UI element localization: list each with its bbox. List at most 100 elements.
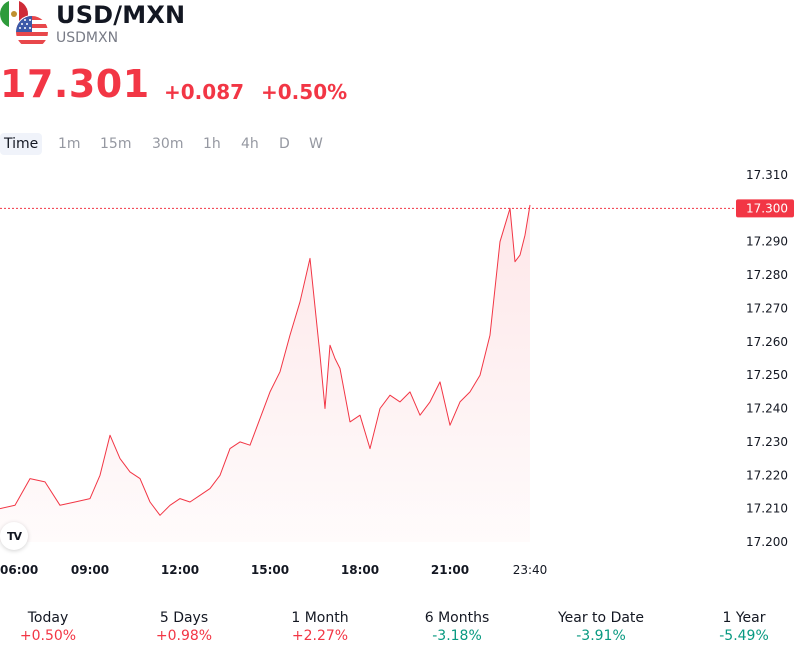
price-point bbox=[239, 441, 241, 443]
perf-value: -5.49% bbox=[719, 628, 769, 644]
tab-time[interactable]: Time bbox=[0, 133, 43, 155]
price-point bbox=[399, 401, 401, 403]
perf-today[interactable]: Today +0.50% bbox=[0, 610, 96, 644]
price-axis-tick: 17.240 bbox=[746, 402, 788, 416]
time-axis-tick: 06:00 bbox=[0, 563, 38, 577]
price-axis-tick: 17.260 bbox=[746, 335, 788, 349]
perf-value: +2.27% bbox=[291, 628, 349, 644]
price-point bbox=[14, 504, 16, 506]
price-point bbox=[249, 444, 251, 446]
price-axis: 17.310 17.300 17.290 17.280 17.270 17.260 17.2… bbox=[746, 168, 788, 549]
price-point bbox=[499, 241, 501, 243]
price-point bbox=[169, 504, 171, 506]
currency-flags-icon bbox=[0, 0, 49, 49]
price-chart[interactable]: 17.310 17.300 17.290 17.280 17.270 17.260 17.2… bbox=[0, 160, 800, 590]
time-axis-tick: 18:00 bbox=[341, 563, 379, 577]
tab-1h[interactable]: 1h bbox=[203, 136, 221, 152]
last-price-label: 17.300 bbox=[736, 199, 794, 218]
price-point bbox=[119, 458, 121, 460]
perf-value: +0.98% bbox=[155, 628, 213, 644]
price-point bbox=[379, 408, 381, 410]
price-point bbox=[459, 401, 461, 403]
perf-year-to-date[interactable]: Year to Date -3.91% bbox=[546, 610, 656, 644]
tab-30m[interactable]: 30m bbox=[152, 136, 184, 152]
perf-label: 1 Year bbox=[722, 610, 766, 626]
price-point bbox=[349, 421, 351, 423]
perf-1-month[interactable]: 1 Month +2.27% bbox=[270, 610, 370, 644]
price-line bbox=[0, 204, 531, 516]
perf-5-days[interactable]: 5 Days +0.98% bbox=[134, 610, 234, 644]
price-point bbox=[429, 401, 431, 403]
tab-d[interactable]: D bbox=[279, 136, 290, 152]
price-point bbox=[209, 488, 211, 490]
price-axis-tick: 17.230 bbox=[746, 435, 788, 449]
price-axis-tick: 17.210 bbox=[746, 502, 788, 516]
price-point bbox=[529, 204, 531, 206]
price-point bbox=[299, 301, 301, 303]
tab-4h[interactable]: 4h bbox=[241, 136, 259, 152]
price-point bbox=[189, 501, 191, 503]
price-point bbox=[479, 374, 481, 376]
price-axis-tick: 17.310 bbox=[746, 168, 788, 182]
price-change: +0.087 bbox=[164, 80, 245, 104]
last-price-label-text: 17.300 bbox=[746, 201, 788, 215]
price-point bbox=[339, 368, 341, 370]
price-area bbox=[0, 205, 530, 542]
price-point bbox=[44, 481, 46, 483]
price-point bbox=[369, 448, 371, 450]
price-point bbox=[129, 471, 131, 473]
perf-label: 6 Months bbox=[424, 610, 490, 626]
perf-value: -3.18% bbox=[432, 628, 482, 644]
price-point bbox=[439, 381, 441, 383]
tab-w[interactable]: W bbox=[309, 136, 323, 152]
price-point bbox=[489, 334, 491, 336]
price-point bbox=[99, 474, 101, 476]
price-point bbox=[359, 414, 361, 416]
price-point bbox=[199, 494, 201, 496]
price-point bbox=[109, 434, 111, 436]
time-axis-tick: 12:00 bbox=[161, 563, 199, 577]
perf-label: Today bbox=[27, 610, 69, 626]
mexico-flag-icon bbox=[0, 0, 28, 28]
price-point bbox=[179, 498, 181, 500]
price-point bbox=[309, 257, 311, 259]
symbol-ticker: USDMXN bbox=[56, 30, 119, 46]
tab-1m[interactable]: 1m bbox=[58, 136, 81, 152]
price-point bbox=[149, 501, 151, 503]
price-point bbox=[229, 448, 231, 450]
price-point bbox=[289, 334, 291, 336]
last-price: 17.301 bbox=[0, 62, 150, 106]
price-point bbox=[389, 394, 391, 396]
time-axis-tick: 09:00 bbox=[71, 563, 109, 577]
price-point bbox=[89, 498, 91, 500]
price-point bbox=[469, 391, 471, 393]
perf-label: 1 Month bbox=[291, 610, 349, 626]
time-axis: 06:00 09:00 12:00 15:00 18:00 21:00 23:40 bbox=[0, 563, 547, 577]
price-point bbox=[334, 358, 336, 360]
perf-label: 5 Days bbox=[159, 610, 209, 626]
tradingview-logo-icon[interactable]: TV bbox=[0, 522, 28, 550]
price-point bbox=[74, 501, 76, 503]
price-point bbox=[59, 504, 61, 506]
price-point bbox=[519, 254, 521, 256]
us-flag-icon bbox=[16, 16, 48, 48]
price-axis-tick: 17.220 bbox=[746, 468, 788, 482]
price-axis-tick: 17.290 bbox=[746, 235, 788, 249]
time-axis-tick: 21:00 bbox=[431, 563, 469, 577]
tab-15m[interactable]: 15m bbox=[100, 136, 132, 152]
price-point bbox=[269, 391, 271, 393]
price-point bbox=[524, 234, 526, 236]
price-axis-tick: 17.270 bbox=[746, 301, 788, 315]
price-axis-tick: 17.250 bbox=[746, 368, 788, 382]
price-point bbox=[319, 354, 321, 356]
perf-6-months[interactable]: 6 Months -3.18% bbox=[407, 610, 507, 644]
symbol-title: USD/MXN bbox=[56, 1, 186, 29]
time-axis-tick: 15:00 bbox=[251, 563, 289, 577]
perf-1-year[interactable]: 1 Year -5.49% bbox=[694, 610, 794, 644]
tradingview-logo-text: TV bbox=[6, 529, 22, 543]
price-axis-tick: 17.280 bbox=[746, 268, 788, 282]
price-point bbox=[219, 474, 221, 476]
perf-value: -3.91% bbox=[576, 628, 626, 644]
price-change-percent: +0.50% bbox=[261, 80, 348, 104]
price-point bbox=[324, 408, 326, 410]
